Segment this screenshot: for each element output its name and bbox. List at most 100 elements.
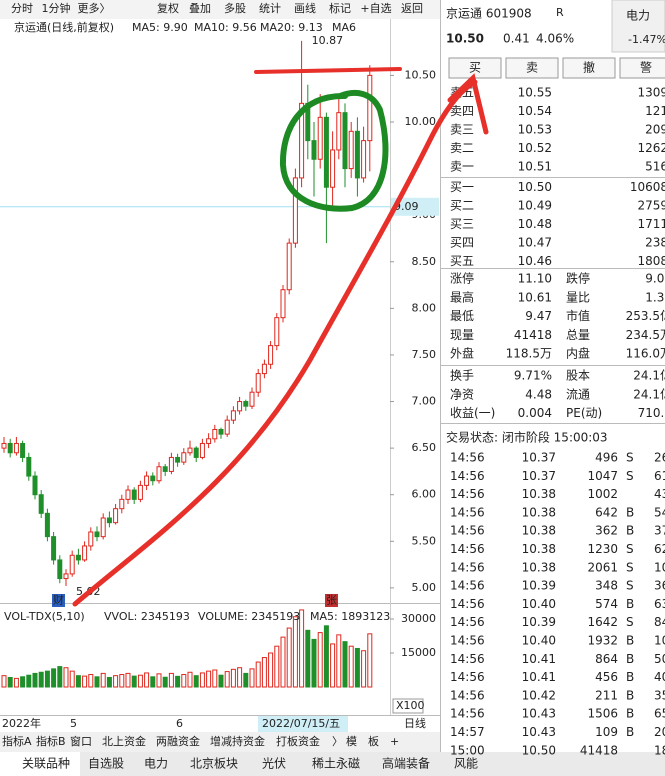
- volume-bar: [162, 676, 168, 688]
- tab[interactable]: 指标B: [36, 734, 66, 748]
- tag-bg: [325, 594, 338, 607]
- tab[interactable]: 两融资金: [156, 734, 200, 748]
- toolbar-button[interactable]: 多股: [224, 1, 246, 15]
- tab[interactable]: 电力: [144, 757, 168, 771]
- hand-stroke: [254, 67, 402, 74]
- trade-volume: 574: [595, 597, 618, 611]
- volume-tick-label: 30000: [401, 612, 436, 625]
- trade-count: 40: [654, 670, 665, 684]
- stat-label: 跌停: [566, 271, 590, 286]
- volume-bar: [348, 645, 354, 688]
- trade-button[interactable]: [505, 57, 559, 79]
- tab[interactable]: 自选股: [88, 757, 124, 771]
- book-label: 卖二: [450, 141, 474, 155]
- toolbar-button[interactable]: 返回: [401, 2, 423, 15]
- tab[interactable]: 打板资金: [276, 734, 320, 748]
- trade-volume: 362: [595, 524, 618, 538]
- trade-button-label[interactable]: 警: [640, 60, 652, 75]
- tab[interactable]: 模: [346, 735, 357, 748]
- toolbar-button[interactable]: 复权: [157, 1, 179, 15]
- y-tick-label: 6.00: [412, 488, 437, 501]
- trade-button[interactable]: [619, 57, 665, 79]
- book-volume: 1262: [637, 141, 665, 155]
- y-tick-label: 10.00: [405, 115, 437, 128]
- volume-label: VOLUME: 2345193: [198, 610, 300, 623]
- candle-body: [274, 317, 280, 347]
- volume-bar: [280, 636, 286, 688]
- trade-time: 14:56: [450, 707, 485, 721]
- trade-volume: 1047: [587, 469, 618, 483]
- trade-side: B: [626, 725, 634, 739]
- volume-bar: [38, 671, 44, 688]
- book-volume: 121: [645, 104, 665, 118]
- stat-value: 116.0万: [626, 347, 665, 361]
- tab[interactable]: 高端装备: [382, 756, 430, 771]
- volume-bar: [187, 671, 193, 688]
- toolbar-bg: [0, 0, 440, 19]
- candle-body: [286, 242, 292, 291]
- candle-body: [26, 456, 32, 477]
- tab[interactable]: +: [390, 735, 399, 748]
- stat-label: 现量: [450, 328, 474, 342]
- candle-body: [249, 391, 255, 407]
- volume-bar: [299, 609, 305, 688]
- tab[interactable]: 稀土永磁: [312, 756, 360, 771]
- volume-bar: [181, 674, 187, 688]
- trade-button-label[interactable]: 卖: [526, 61, 538, 75]
- toolbar-button[interactable]: +自选: [360, 2, 391, 15]
- ma-label: MA20: 9.13: [260, 21, 323, 34]
- toolbar-button[interactable]: 统计: [259, 2, 281, 15]
- tab[interactable]: 风能: [454, 757, 478, 771]
- tab[interactable]: 北京板块: [190, 757, 238, 771]
- trade-button-label[interactable]: 撤: [583, 60, 595, 75]
- toolbar-button[interactable]: 标记: [329, 1, 351, 15]
- toolbar-button[interactable]: 叠加: [189, 2, 211, 15]
- trade-side: B: [626, 634, 634, 648]
- book-price: 10.51: [518, 160, 552, 174]
- trade-time: 14:56: [450, 487, 485, 501]
- trade-button[interactable]: [562, 57, 616, 79]
- candle-body: [237, 401, 243, 412]
- stat-label: 内盘: [566, 346, 590, 361]
- candle-body: [336, 112, 342, 151]
- trade-button-label[interactable]: 买: [469, 61, 481, 75]
- volume-bar: [69, 670, 75, 688]
- volume-bar: [32, 672, 38, 688]
- trade-side: S: [626, 542, 634, 556]
- volume-bar: [274, 645, 280, 688]
- toolbar-button[interactable]: 1分钟: [42, 1, 71, 15]
- tab[interactable]: 关联品种: [22, 757, 70, 771]
- volume-bar: [336, 634, 342, 688]
- tab[interactable]: 窗口: [70, 734, 92, 748]
- trade-price: 10.38: [522, 524, 556, 538]
- trade-volume: 1642: [587, 615, 618, 629]
- trade-volume: 211: [595, 688, 618, 702]
- volume-bar: [51, 668, 57, 688]
- trade-volume: 1506: [587, 707, 618, 721]
- volume-bar: [367, 633, 373, 688]
- trade-side: B: [626, 670, 634, 684]
- volume-bar: [44, 670, 50, 688]
- trade-price: 10.39: [522, 615, 556, 629]
- tab[interactable]: 北上资金: [102, 734, 146, 748]
- toolbar-button[interactable]: 分时: [11, 2, 33, 15]
- tab[interactable]: 光伏: [262, 757, 286, 771]
- tab[interactable]: 板: [368, 734, 379, 748]
- toolbar-button[interactable]: 画线: [294, 1, 316, 15]
- tabs-top-bg: [0, 732, 440, 752]
- trade-time: 14:56: [450, 597, 485, 611]
- trade-count: 35: [654, 688, 665, 702]
- stat-label: 涨停: [450, 271, 474, 286]
- ma-label: MA6: [332, 21, 356, 34]
- volume-bar: [268, 652, 274, 688]
- tab[interactable]: 指标A: [2, 734, 32, 748]
- stat-value: 41418: [514, 328, 552, 342]
- sector[interactable]: 电力: [626, 9, 650, 23]
- change-pct: 4.06%: [536, 32, 574, 46]
- trade-count: 26: [654, 451, 665, 465]
- trade-price: 10.39: [522, 579, 556, 593]
- toolbar-button[interactable]: 更多〉: [78, 1, 111, 15]
- tab[interactable]: 增减持资金: [210, 734, 265, 748]
- candle-body: [100, 517, 106, 538]
- tab[interactable]: 〉: [332, 735, 343, 748]
